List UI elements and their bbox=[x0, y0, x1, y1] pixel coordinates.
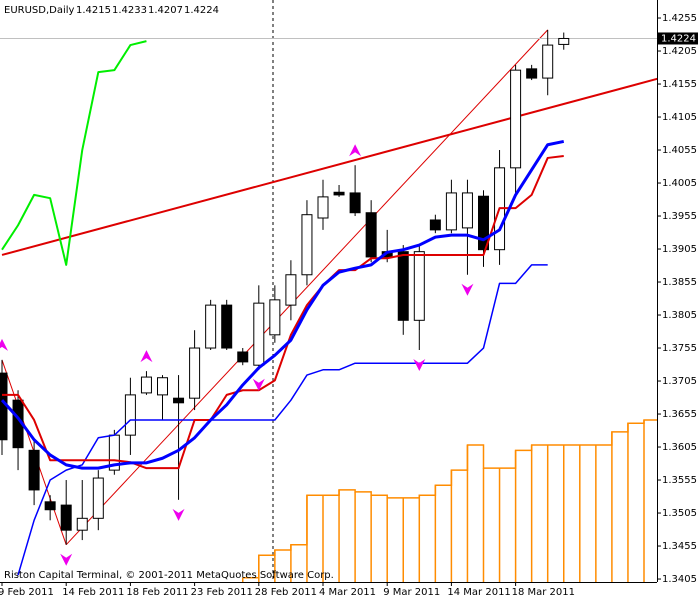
symbol: EURUSD,Daily bbox=[4, 5, 75, 16]
x-tick-label: 9 Feb 2011 bbox=[0, 587, 54, 598]
price-label: 1.4224 bbox=[661, 33, 696, 44]
open-value: 1.4215 bbox=[76, 5, 111, 16]
y-tick-label: 1.4105 bbox=[662, 112, 697, 123]
candle-body bbox=[221, 304, 233, 349]
close-value: 1.4224 bbox=[184, 5, 219, 16]
fractal-up bbox=[0, 338, 8, 351]
candle-body bbox=[189, 347, 201, 399]
candle-body bbox=[253, 302, 265, 366]
fractal-down bbox=[172, 508, 185, 521]
candle-body bbox=[173, 397, 185, 404]
fractal-down bbox=[252, 378, 265, 391]
y-tick-label: 1.4055 bbox=[662, 145, 697, 156]
y-tick-label: 1.3855 bbox=[662, 277, 697, 288]
candle-body bbox=[285, 274, 297, 306]
fractal-up bbox=[140, 350, 153, 363]
candle-body bbox=[28, 449, 40, 491]
candle-body bbox=[76, 517, 88, 531]
candle-body bbox=[365, 212, 377, 258]
y-tick-label: 1.4255 bbox=[662, 13, 697, 24]
y-tick-label: 1.3705 bbox=[662, 376, 697, 387]
candle-body bbox=[205, 304, 217, 349]
trend-line bbox=[65, 29, 549, 546]
y-tick-label: 1.3555 bbox=[662, 475, 697, 486]
candle-body bbox=[413, 251, 425, 321]
candle-body bbox=[44, 501, 56, 511]
x-tick-label: 18 Mar 2011 bbox=[512, 587, 575, 598]
y-tick-label: 1.4005 bbox=[662, 178, 697, 189]
candle-body bbox=[478, 195, 489, 251]
y-tick-label: 1.4155 bbox=[662, 79, 697, 90]
fractal-down bbox=[461, 283, 474, 296]
high-value: 1.4233 bbox=[112, 5, 147, 16]
candle-body bbox=[429, 219, 441, 231]
indicator-line bbox=[2, 154, 564, 470]
candle-body bbox=[333, 191, 345, 196]
candle-body bbox=[349, 192, 361, 214]
y-tick-label: 1.3955 bbox=[662, 211, 697, 222]
y-tick-label: 1.3655 bbox=[662, 409, 697, 420]
cloud-edge bbox=[242, 419, 657, 579]
price-box bbox=[658, 32, 698, 45]
y-tick-label: 1.4205 bbox=[662, 46, 697, 57]
candle-body bbox=[301, 214, 313, 276]
candle-body bbox=[558, 37, 570, 45]
fractal-down bbox=[60, 553, 73, 566]
fractal-down bbox=[413, 359, 426, 372]
y-tick-label: 1.3805 bbox=[662, 310, 697, 321]
y-tick-label: 1.3605 bbox=[662, 442, 697, 453]
indicator-line bbox=[17, 264, 548, 576]
candle-body bbox=[157, 377, 168, 396]
indicator-line bbox=[0, 139, 565, 470]
y-tick-label: 1.3755 bbox=[662, 343, 697, 354]
indicator-line bbox=[1, 40, 147, 266]
candle-body bbox=[445, 192, 457, 231]
header: EURUSD,Daily 1.4215 1.4233 1.4207 1.4224 bbox=[4, 5, 219, 16]
fractal-up bbox=[349, 144, 362, 157]
candle-body bbox=[269, 299, 281, 336]
candle-body bbox=[461, 192, 473, 229]
y-tick-label: 1.3455 bbox=[662, 541, 697, 552]
cloud bbox=[242, 419, 657, 582]
candle-body bbox=[397, 251, 409, 321]
y-tick-label: 1.3405 bbox=[662, 574, 697, 585]
x-tick-label: 14 Feb 2011 bbox=[62, 587, 124, 598]
plot-area bbox=[0, 0, 657, 582]
footer: Riston Capital Terminal, © 2001-2011 Met… bbox=[4, 570, 334, 581]
candle-body bbox=[60, 504, 72, 531]
candle-body bbox=[124, 394, 136, 436]
x-tick-label: 9 Mar 2011 bbox=[383, 587, 440, 598]
y-tick-label: 1.3505 bbox=[662, 508, 697, 519]
trend-line bbox=[1, 77, 657, 256]
candle-body bbox=[237, 351, 249, 363]
y-tick-label: 1.3905 bbox=[662, 244, 697, 255]
x-tick-label: 14 Mar 2011 bbox=[447, 587, 510, 598]
candle-body bbox=[317, 196, 329, 219]
candle-body bbox=[526, 68, 538, 79]
candle-body bbox=[140, 376, 152, 394]
x-tick-label: 28 Feb 2011 bbox=[255, 587, 317, 598]
candle-body bbox=[92, 477, 104, 519]
x-tick-label: 23 Feb 2011 bbox=[191, 587, 253, 598]
candle-body bbox=[510, 69, 522, 169]
x-tick-label: 4 Mar 2011 bbox=[319, 587, 376, 598]
low-value: 1.4207 bbox=[148, 5, 183, 16]
x-tick-label: 18 Feb 2011 bbox=[126, 587, 188, 598]
candle-body bbox=[542, 44, 554, 79]
